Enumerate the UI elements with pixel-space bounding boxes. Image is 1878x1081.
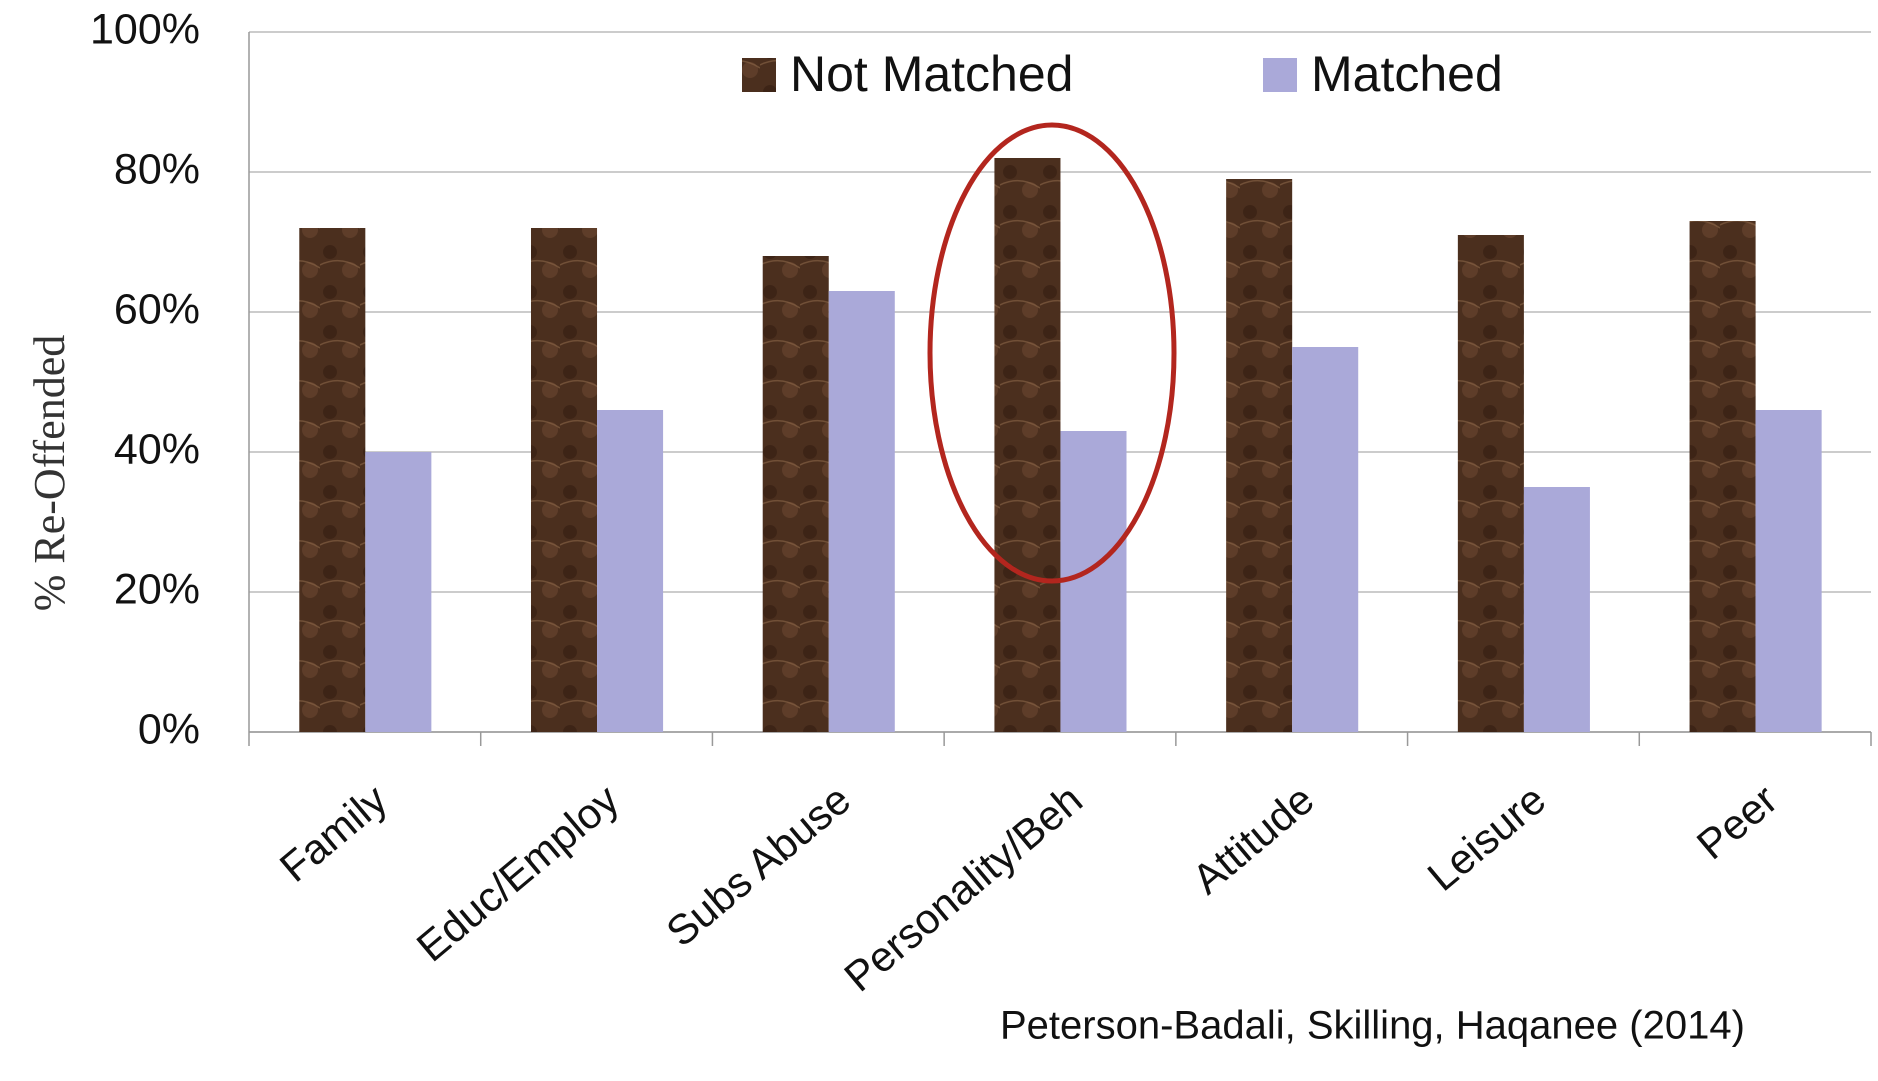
bar: [1226, 179, 1293, 732]
y-tick-label: 80%: [114, 145, 200, 193]
x-tick-label: Peer: [1688, 775, 1786, 868]
highlight-ellipse: [927, 122, 1177, 584]
bar: [365, 452, 432, 732]
y-tick-label: 100%: [90, 5, 200, 53]
bar: [1457, 235, 1524, 732]
bar: [1523, 487, 1590, 732]
y-tick-label: 60%: [114, 285, 200, 333]
bar: [530, 228, 598, 732]
bar: [299, 228, 366, 732]
legend-label: Matched: [1311, 46, 1503, 102]
bar: [828, 291, 895, 732]
bar: [762, 256, 829, 732]
legend-label: Not Matched: [790, 46, 1073, 102]
legend-swatch: [742, 58, 776, 92]
y-tick-label: 0%: [138, 705, 200, 753]
bar: [1689, 221, 1756, 732]
x-tick-label: Personality/Beh: [835, 775, 1091, 1000]
bar: [1060, 431, 1127, 732]
bar: [597, 410, 664, 732]
x-tick-label: Leisure: [1419, 775, 1555, 900]
annotation: Peterson-Badali, Skilling, Haqanee (2014…: [1000, 1004, 1745, 1048]
y-axis-label: % Re-Offended: [25, 335, 74, 612]
x-tick-label: Family: [271, 775, 396, 890]
y-tick-label: 20%: [114, 565, 200, 613]
bar: [1292, 347, 1359, 732]
bar: [1755, 410, 1822, 732]
x-tick-label: Educ/Employ: [408, 775, 628, 970]
legend-swatch: [1263, 58, 1297, 92]
bar: [994, 158, 1061, 732]
x-tick-label: Attitude: [1183, 775, 1322, 903]
x-tick-label: Subs Abuse: [657, 775, 859, 955]
y-tick-label: 40%: [114, 425, 200, 473]
